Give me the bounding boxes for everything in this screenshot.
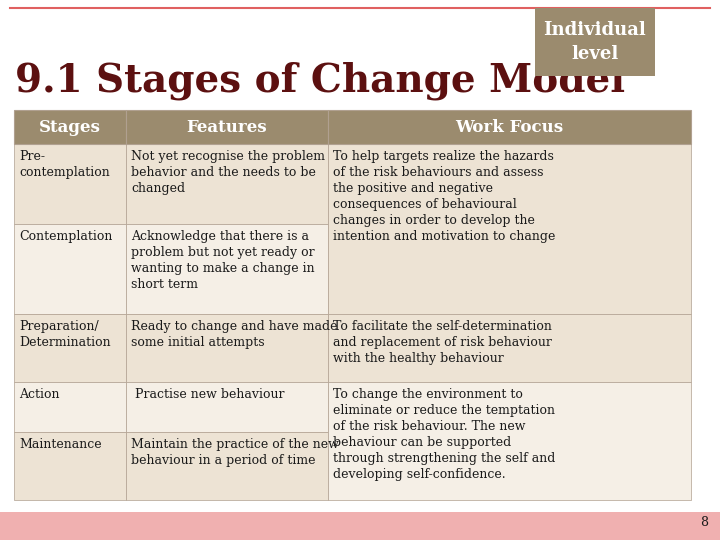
FancyBboxPatch shape <box>14 432 126 500</box>
FancyBboxPatch shape <box>14 382 126 432</box>
FancyBboxPatch shape <box>126 224 328 314</box>
FancyBboxPatch shape <box>14 224 126 314</box>
Text: Preparation/
Determination: Preparation/ Determination <box>19 320 111 349</box>
FancyBboxPatch shape <box>535 8 655 76</box>
Text: To help targets realize the hazards
of the risk behaviours and assess
the positi: To help targets realize the hazards of t… <box>333 150 555 243</box>
FancyBboxPatch shape <box>0 512 720 540</box>
FancyBboxPatch shape <box>126 432 328 500</box>
FancyBboxPatch shape <box>14 314 126 382</box>
FancyBboxPatch shape <box>126 144 328 224</box>
Text: To change the environment to
eliminate or reduce the temptation
of the risk beha: To change the environment to eliminate o… <box>333 388 555 481</box>
FancyBboxPatch shape <box>14 144 126 224</box>
Text: Contemplation: Contemplation <box>19 230 113 243</box>
Text: Work Focus: Work Focus <box>455 118 564 136</box>
Text: Action: Action <box>19 388 60 401</box>
FancyBboxPatch shape <box>126 110 328 144</box>
FancyBboxPatch shape <box>328 110 691 144</box>
Text: To facilitate the self-determination
and replacement of risk behaviour
with the : To facilitate the self-determination and… <box>333 320 552 365</box>
Text: Maintenance: Maintenance <box>19 438 102 451</box>
Text: Stages: Stages <box>40 118 101 136</box>
Text: 9.1 Stages of Change Model: 9.1 Stages of Change Model <box>15 62 625 100</box>
FancyBboxPatch shape <box>328 382 691 500</box>
Text: Individual
level: Individual level <box>544 21 647 63</box>
Text: 8: 8 <box>700 516 708 529</box>
Text: Maintain the practice of the new
behaviour in a period of time: Maintain the practice of the new behavio… <box>131 438 339 467</box>
FancyBboxPatch shape <box>14 110 126 144</box>
FancyBboxPatch shape <box>126 382 328 432</box>
Text: Practise new behaviour: Practise new behaviour <box>131 388 284 401</box>
Text: Ready to change and have made
some initial attempts: Ready to change and have made some initi… <box>131 320 338 349</box>
FancyBboxPatch shape <box>328 314 691 382</box>
Text: Features: Features <box>186 118 267 136</box>
FancyBboxPatch shape <box>126 314 328 382</box>
Text: Not yet recognise the problem
behavior and the needs to be
changed: Not yet recognise the problem behavior a… <box>131 150 325 195</box>
FancyBboxPatch shape <box>328 144 691 314</box>
Text: Pre-
contemplation: Pre- contemplation <box>19 150 110 179</box>
Text: Acknowledge that there is a
problem but not yet ready or
wanting to make a chang: Acknowledge that there is a problem but … <box>131 230 315 291</box>
